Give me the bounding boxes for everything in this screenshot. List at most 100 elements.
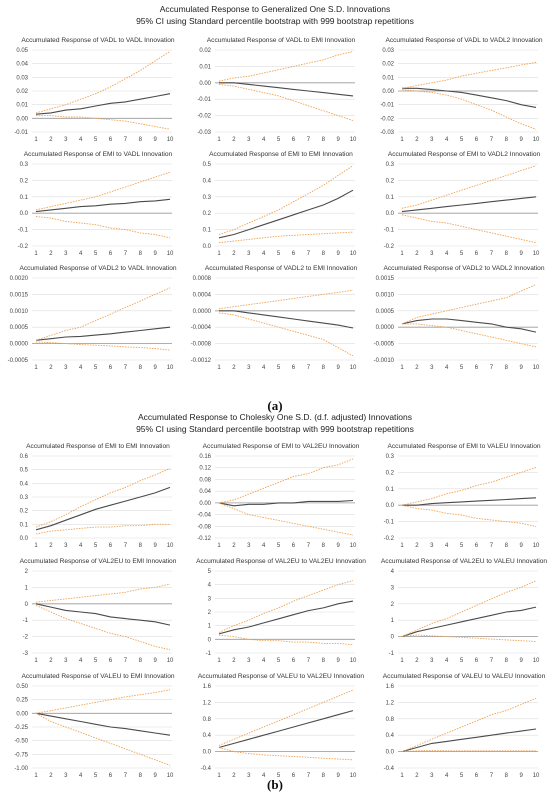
y-tick-label: 0.00 — [199, 501, 211, 507]
x-tick-label: 2 — [232, 773, 236, 779]
y-tick-label: -0.0005 — [8, 358, 29, 364]
x-tick-label: 4 — [262, 773, 266, 779]
y-tick-label: 0.5 — [20, 468, 29, 474]
panel-a-title-line2: 95% CI using Standard percentile bootstr… — [136, 16, 414, 26]
response-line — [401, 318, 537, 333]
x-tick-label: 2 — [415, 658, 419, 664]
upper-ci-line — [35, 171, 171, 211]
x-tick-label: 8 — [139, 365, 143, 371]
x-tick-label: 5 — [460, 137, 464, 143]
chart-title: Accumulated Response of VAL2EU to EMI In… — [20, 558, 177, 565]
x-tick-label: 7 — [124, 365, 128, 371]
x-tick-label: 4 — [79, 365, 83, 371]
x-tick-label: 4 — [79, 251, 83, 257]
y-tick-label: -0.04 — [197, 513, 211, 519]
x-tick-label: 5 — [94, 658, 98, 664]
x-tick-label: 3 — [247, 365, 251, 371]
x-tick-label: 4 — [79, 658, 83, 664]
x-tick-label: 8 — [322, 543, 326, 549]
y-tick-label: 0.2 — [20, 509, 29, 515]
chart-4: Accumulated Response of EMI to VADL Inno… — [18, 151, 174, 257]
x-tick-label: 1 — [400, 251, 404, 257]
chart-title: Accumulated Response of EMI to VADL Inno… — [24, 151, 173, 158]
chart-title: Accumulated Response of EMI to VADL2 Inn… — [388, 151, 541, 158]
x-tick-label: 8 — [139, 543, 143, 549]
x-tick-label: 8 — [322, 137, 326, 143]
upper-ci-line — [35, 51, 171, 114]
x-tick-label: 7 — [307, 773, 311, 779]
response-line — [218, 499, 354, 507]
x-tick-label: 3 — [247, 543, 251, 549]
y-tick-label: 0.00 — [382, 89, 394, 95]
y-tick-label: -1.00 — [14, 766, 28, 772]
y-tick-label: 0.3 — [20, 495, 29, 501]
lower-ci-line — [401, 214, 537, 244]
x-tick-label: 6 — [109, 365, 113, 371]
y-tick-label: 0.5 — [203, 162, 212, 168]
x-tick-label: 8 — [322, 251, 326, 257]
y-tick-label: -0.25 — [14, 725, 28, 731]
x-tick-label: 7 — [490, 773, 494, 779]
chart-14: Accumulated Response of VAL2EU to VAL2EU… — [196, 558, 366, 664]
response-line — [218, 600, 354, 635]
y-tick-label: 0.0 — [386, 211, 395, 217]
y-tick-label: -0.2 — [384, 536, 395, 542]
y-tick-label: 4 — [391, 569, 395, 575]
response-line — [35, 198, 171, 213]
chart-15: Accumulated Response of VAL2EU to VALEU … — [381, 558, 547, 664]
response-line — [401, 728, 537, 753]
x-tick-label: 10 — [167, 543, 174, 549]
y-tick-label: 0.0020 — [10, 276, 29, 282]
y-tick-label: -0.12 — [197, 536, 211, 542]
y-tick-label: 0.0015 — [376, 276, 395, 282]
y-tick-label: -1 — [23, 618, 29, 624]
x-tick-label: 9 — [336, 251, 340, 257]
y-tick-label: 0.01 — [16, 103, 28, 109]
x-tick-label: 8 — [505, 251, 509, 257]
chart-title: Accumulated Response of VAL2EU to VALEU … — [381, 558, 547, 565]
x-tick-label: 3 — [430, 365, 434, 371]
y-tick-label: -0.02 — [197, 114, 211, 120]
y-tick-label: 0.05 — [16, 48, 28, 54]
y-tick-label: -0.03 — [380, 130, 394, 136]
x-tick-label: 8 — [505, 658, 509, 664]
x-tick-label: 6 — [109, 251, 113, 257]
x-tick-label: 9 — [153, 658, 157, 664]
x-tick-label: 8 — [322, 658, 326, 664]
upper-ci-line — [35, 583, 171, 603]
y-tick-label: -0.0005 — [374, 342, 395, 348]
y-tick-label: 0.0 — [203, 244, 212, 250]
lower-ci-line — [218, 231, 354, 244]
x-tick-label: 5 — [277, 137, 281, 143]
upper-ci-line — [218, 689, 354, 746]
x-tick-label: 7 — [490, 365, 494, 371]
y-tick-label: 0.12 — [199, 466, 211, 472]
x-tick-label: 10 — [167, 137, 174, 143]
x-tick-label: 4 — [445, 543, 449, 549]
y-tick-label: 0.0010 — [10, 309, 29, 315]
x-tick-label: 6 — [292, 251, 296, 257]
x-tick-label: 9 — [519, 543, 523, 549]
chart-title: Accumulated Response of EMI to VALEU Inn… — [387, 443, 540, 450]
lower-ci-line — [401, 749, 536, 753]
x-tick-label: 4 — [262, 251, 266, 257]
y-tick-label: 0.1 — [386, 487, 395, 493]
y-tick-label: 0.3 — [203, 195, 212, 201]
chart-11: Accumulated Response of EMI to VAL2EU In… — [197, 443, 359, 549]
x-tick-label: 9 — [153, 251, 157, 257]
y-tick-label: 1 — [25, 585, 29, 591]
response-line — [219, 310, 354, 329]
x-tick-label: 10 — [350, 773, 357, 779]
x-tick-label: 10 — [350, 365, 357, 371]
upper-ci-line — [401, 697, 537, 753]
y-tick-label: 1.2 — [386, 700, 395, 706]
upper-ci-line — [35, 689, 171, 714]
x-tick-label: 3 — [430, 137, 434, 143]
y-tick-label: 0.04 — [16, 62, 28, 68]
x-tick-label: 7 — [307, 251, 311, 257]
x-tick-label: 3 — [64, 251, 68, 257]
y-tick-label: 0.00 — [16, 711, 28, 717]
y-tick-label: 0.0000 — [10, 342, 29, 348]
x-tick-label: 1 — [217, 137, 221, 143]
